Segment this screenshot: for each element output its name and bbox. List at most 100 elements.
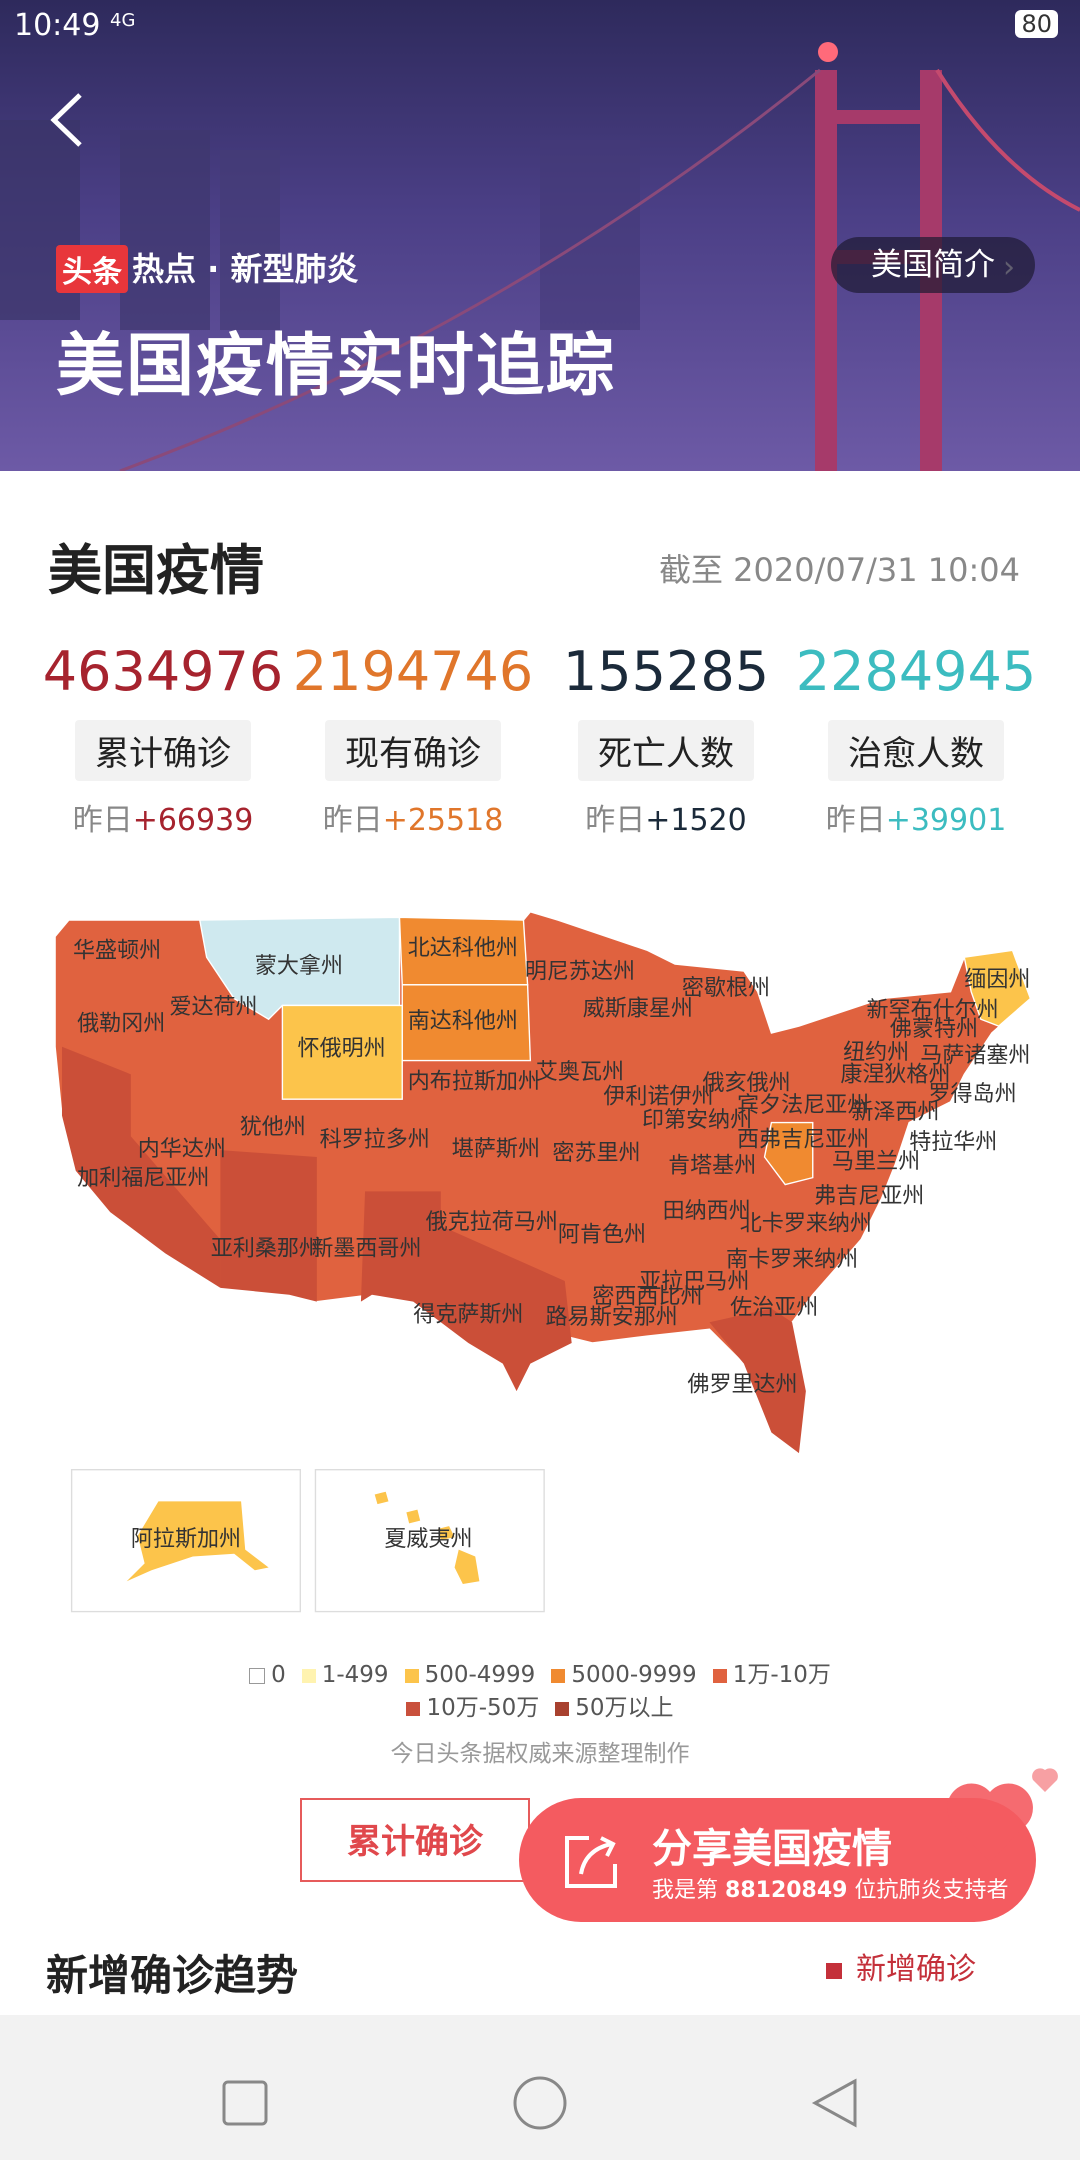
legend-label: 5000-9999 bbox=[571, 1662, 697, 1688]
state-label: 佛蒙特州 bbox=[890, 1017, 978, 1042]
state-label: 亚拉巴马州 bbox=[639, 1269, 749, 1294]
legend-label: 500-4999 bbox=[424, 1662, 536, 1688]
trend-legend-label: 新增确诊 bbox=[856, 1952, 976, 1987]
legend-item: 50万以上 bbox=[555, 1688, 674, 1722]
state-label: 纽约州 bbox=[843, 1041, 909, 1066]
state-label: 特拉华州 bbox=[909, 1130, 997, 1155]
state-label: 马里兰州 bbox=[832, 1149, 920, 1174]
state-label: 怀俄明州 bbox=[298, 1037, 386, 1062]
delta-value: +25518 bbox=[382, 803, 504, 838]
recent-button[interactable] bbox=[222, 2080, 268, 2126]
delta-value: +1520 bbox=[645, 803, 747, 838]
stat-number: 2284945 bbox=[795, 640, 1037, 703]
legend-label: 1-499 bbox=[321, 1662, 389, 1688]
legend-row: 10万-50万 50万以上 bbox=[0, 1688, 1080, 1722]
home-button[interactable] bbox=[513, 2076, 567, 2130]
legend-item: 1万-10万 bbox=[712, 1655, 831, 1689]
state-label: 俄勒冈州 bbox=[77, 1012, 165, 1037]
badge: 头条 bbox=[56, 245, 128, 293]
legend-item: 1-499 bbox=[301, 1662, 389, 1688]
header-title: 美国疫情实时追踪 bbox=[56, 327, 617, 406]
state-label: 阿拉斯加州 bbox=[131, 1527, 241, 1552]
cumulative-label: 累计确诊 bbox=[347, 1822, 483, 1862]
state-label: 加利福尼亚州 bbox=[77, 1166, 209, 1191]
intro-button[interactable]: 美国简介 bbox=[831, 237, 1035, 293]
state-label: 马萨诸塞州 bbox=[920, 1043, 1030, 1068]
stat-label: 累计确诊 bbox=[75, 720, 251, 781]
state-label: 南卡罗来纳州 bbox=[726, 1247, 858, 1272]
back-nav-button[interactable] bbox=[811, 2078, 857, 2128]
time: 10:49 bbox=[14, 8, 101, 43]
stat-label: 死亡人数 bbox=[578, 720, 754, 781]
supporter-number: 88120849 bbox=[725, 1878, 848, 1903]
legend-swatch bbox=[712, 1668, 727, 1683]
as-of: 截至 2020/07/31 10:04 bbox=[658, 551, 1020, 589]
intro-label: 美国简介 bbox=[871, 247, 995, 283]
delta-prefix: 昨日 bbox=[825, 803, 886, 838]
state-label: 新罕布什尔州 bbox=[867, 998, 999, 1023]
legend-swatch bbox=[301, 1668, 316, 1683]
legend-swatch bbox=[551, 1668, 566, 1683]
state-label: 伊利诺伊州 bbox=[603, 1085, 713, 1110]
stat-label: 治愈人数 bbox=[828, 720, 1004, 781]
delta-value: +39901 bbox=[885, 803, 1007, 838]
state-label: 路易斯安那州 bbox=[546, 1305, 678, 1330]
share-suffix: 位抗肺炎支持者 bbox=[854, 1878, 1009, 1903]
battery: 80 bbox=[1015, 10, 1058, 38]
state-label: 佐治亚州 bbox=[730, 1296, 818, 1321]
cumulative-button[interactable]: 累计确诊 bbox=[300, 1798, 530, 1882]
legend-item: 0 bbox=[249, 1662, 286, 1688]
state-label: 西弗吉尼亚州 bbox=[737, 1127, 869, 1152]
tag: 热点 · 新型肺炎 bbox=[132, 250, 359, 288]
stat-number: 2194746 bbox=[292, 640, 534, 703]
stat-delta: 昨日+66939 bbox=[38, 795, 288, 839]
state-label: 密歇根州 bbox=[682, 976, 770, 1001]
state-label: 北达科他州 bbox=[408, 936, 518, 961]
back-button[interactable] bbox=[50, 93, 82, 147]
state-label: 得克萨斯州 bbox=[413, 1302, 523, 1327]
state-label: 堪萨斯州 bbox=[452, 1137, 540, 1162]
state-label: 弗吉尼亚州 bbox=[814, 1184, 924, 1209]
state-label: 北卡罗来纳州 bbox=[740, 1211, 872, 1236]
state-label: 艾奥瓦州 bbox=[536, 1060, 624, 1085]
state-label: 华盛顿州 bbox=[73, 939, 161, 964]
state-label: 犹他州 bbox=[240, 1115, 306, 1140]
state-label: 阿肯色州 bbox=[558, 1223, 646, 1248]
header: › 10:49 4G 80 头条 热点 · 新型肺炎 美国简介 美国疫情实时追踪 bbox=[0, 0, 1080, 471]
state-label: 罗得岛州 bbox=[928, 1082, 1016, 1107]
share-icon bbox=[565, 1836, 617, 1888]
delta-prefix: 昨日 bbox=[322, 803, 383, 838]
state-label: 肯塔基州 bbox=[668, 1154, 756, 1179]
legend-item: 5000-9999 bbox=[551, 1662, 697, 1688]
state-label: 俄克拉荷马州 bbox=[426, 1210, 558, 1235]
state-label: 印第安纳州 bbox=[642, 1108, 752, 1133]
state-label: 科罗拉多州 bbox=[320, 1127, 430, 1152]
stat-number: 4634976 bbox=[42, 640, 284, 703]
state-label: 亚利桑那州 bbox=[211, 1236, 321, 1261]
state-label: 田纳西州 bbox=[663, 1199, 751, 1224]
state-label: 康涅狄格州 bbox=[840, 1063, 950, 1088]
state-label: 新泽西州 bbox=[851, 1100, 939, 1125]
state-label: 俄亥俄州 bbox=[703, 1071, 791, 1096]
state-label: 威斯康星州 bbox=[583, 997, 693, 1022]
legend-swatch bbox=[555, 1701, 570, 1716]
nav-icons bbox=[222, 2076, 857, 2130]
state-label: 蒙大拿州 bbox=[255, 953, 343, 979]
trend-legend: 新增确诊 bbox=[826, 1944, 976, 1988]
stat-number: 155285 bbox=[562, 640, 770, 703]
stat-delta: 昨日+1520 bbox=[541, 795, 791, 839]
state-label: 佛罗里达州 bbox=[687, 1373, 797, 1398]
state-label: 缅因州 bbox=[964, 968, 1030, 993]
state-label: 密西西比州 bbox=[592, 1284, 702, 1309]
network: 4G bbox=[110, 10, 136, 31]
share-title: 分享美国疫情 bbox=[652, 1826, 892, 1872]
share-prefix: 我是第 bbox=[652, 1878, 719, 1903]
legend-row: 0 1-499 500-4999 5000-9999 1万-10万 bbox=[0, 1655, 1080, 1689]
legend-swatch bbox=[404, 1668, 419, 1683]
state-label: 爱达荷州 bbox=[169, 995, 257, 1020]
stat-label: 现有确诊 bbox=[325, 720, 501, 781]
legend-label: 10万-50万 bbox=[426, 1695, 540, 1721]
state-label: 宾夕法尼亚州 bbox=[737, 1093, 869, 1118]
section-title: 美国疫情 bbox=[48, 539, 264, 602]
